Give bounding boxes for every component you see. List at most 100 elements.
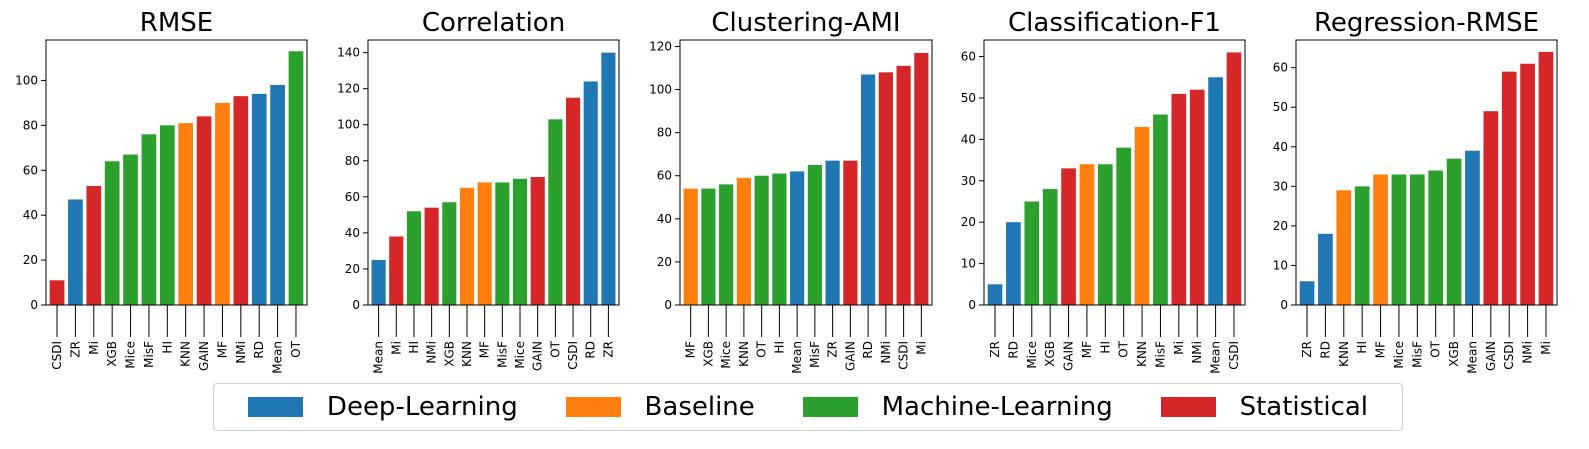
bar-ot <box>288 51 304 305</box>
x-tick-label: NMi <box>425 341 439 364</box>
x-tick-label: ZR <box>601 341 615 358</box>
bar-knn <box>178 123 194 305</box>
bar-gain <box>843 160 858 305</box>
x-tick-label: OT <box>548 340 562 357</box>
y-tick-label: 20 <box>657 255 672 269</box>
y-tick-label: 10 <box>1273 258 1288 272</box>
x-tick-label: HI <box>1098 341 1112 354</box>
y-tick-label: 0 <box>664 298 672 312</box>
x-tick-label: Mi <box>87 341 101 355</box>
x-tick-label: KNN <box>179 341 193 367</box>
bar-mean <box>270 84 285 305</box>
y-tick-label: 20 <box>961 215 976 229</box>
y-tick-label: 80 <box>657 126 672 140</box>
x-tick-label: Mice <box>719 341 733 369</box>
bar-gain <box>1061 168 1076 305</box>
y-tick-label: 30 <box>961 174 976 188</box>
y-tick-label: 20 <box>345 262 360 276</box>
chart-panel-rmse: RMSE CSDI ZR Mi XGB Mice MisF HI KNN GAIN MF NMi RD M… <box>15 8 308 374</box>
x-tick-label: HI <box>160 341 174 354</box>
bar-misf <box>141 134 157 305</box>
x-tick-label: Mean <box>790 341 804 374</box>
bar-rd <box>1006 222 1021 305</box>
x-tick-label: XGB <box>442 341 456 367</box>
x-tick-label: CSDI <box>566 341 580 370</box>
bar-rd <box>251 93 267 305</box>
x-tick-label: CSDI <box>1227 341 1241 370</box>
x-tick-label: GAIN <box>1062 341 1076 371</box>
y-tick-label: 120 <box>337 82 360 96</box>
chart-panel-clustering-ami: Clustering-AMI MF XGB Mice KNN OT HI Mean MisF ZR… <box>649 8 933 374</box>
x-tick-label: MisF <box>142 341 156 368</box>
x-tick-label: NMi <box>879 341 893 364</box>
x-tick-label: Mice <box>1392 341 1406 369</box>
bar-misf <box>1153 114 1168 305</box>
x-tick-label: MF <box>215 341 229 358</box>
legend-item-machine-learning: Machine-Learning <box>802 392 1113 422</box>
x-tick-label: KNN <box>460 341 474 367</box>
y-tick-label: 80 <box>23 118 38 132</box>
bar-csdi <box>565 97 581 305</box>
chart-title: Correlation <box>422 8 565 38</box>
legend-swatch-statistical <box>1160 397 1216 417</box>
bar-hi <box>1354 186 1370 305</box>
bar-csdi <box>1226 52 1242 305</box>
bar-zr <box>1299 281 1315 305</box>
plot-frame <box>983 39 1246 306</box>
bar-mice <box>719 184 734 305</box>
y-tick-label: 60 <box>23 163 38 177</box>
y-tick-label: 100 <box>337 118 360 132</box>
x-tick-label: MF <box>1374 341 1388 358</box>
y-tick-label: 50 <box>1273 100 1288 114</box>
bar-zr <box>825 160 840 305</box>
bar-mf <box>215 102 230 306</box>
x-tick-label: NMi <box>234 341 248 364</box>
x-tick-label: GAIN <box>843 341 857 371</box>
x-tick-label: KNN <box>737 341 751 367</box>
bar-rd <box>583 81 598 305</box>
y-tick-label: 60 <box>657 169 672 183</box>
chart-title: RMSE <box>140 8 213 38</box>
bar-mice <box>1391 174 1407 305</box>
plot-frame <box>1295 39 1558 306</box>
x-tick-label: RD <box>861 341 875 359</box>
y-tick-label: 60 <box>961 50 976 64</box>
legend-item-statistical: Statistical <box>1160 392 1369 422</box>
x-tick-label: ZR <box>68 341 82 358</box>
bar-mf <box>477 182 492 305</box>
bar-ot <box>1116 147 1132 305</box>
x-tick-label: GAIN <box>1484 341 1498 371</box>
bar-xgb <box>701 188 716 305</box>
plot-frame <box>45 39 308 306</box>
bar-hi <box>406 211 422 305</box>
x-tick-label: RD <box>1318 341 1332 359</box>
bar-nmi <box>1520 63 1535 306</box>
bar-xgb <box>104 161 120 305</box>
x-tick-label: Mean <box>1209 341 1223 374</box>
x-tick-label: MF <box>478 341 492 358</box>
x-tick-label: Mi <box>914 341 928 355</box>
x-tick-label: XGB <box>701 341 715 367</box>
x-tick-label: OT <box>289 340 303 357</box>
chart-panel-correlation: Correlation Mean Mi HI NMi XGB KNN MF MisF Mice GA… <box>337 8 620 374</box>
bar-hi <box>1097 164 1113 305</box>
legend-swatch-deep-learning <box>247 397 303 417</box>
bar-csdi <box>1501 71 1517 306</box>
legend-label-deep-learning: Deep-Learning <box>326 392 518 422</box>
x-tick-label: HI <box>1355 341 1369 354</box>
bar-mean <box>371 259 386 305</box>
legend-label-baseline: Baseline <box>644 392 755 422</box>
bar-nmi <box>1189 89 1205 305</box>
bar-mi <box>1538 51 1554 305</box>
plot-frame <box>679 39 933 306</box>
x-tick-label: CSDI <box>50 341 64 370</box>
x-tick-label: MisF <box>495 341 509 368</box>
legend-label-statistical: Statistical <box>1239 392 1369 422</box>
charts-figure: RMSE CSDI ZR Mi XGB Mice MisF HI KNN GAIN MF NMi RD M… <box>15 8 1558 374</box>
legend-item-deep-learning: Deep-Learning <box>247 392 518 422</box>
y-tick-label: 140 <box>337 46 360 60</box>
x-tick-label: OT <box>1429 340 1443 357</box>
x-tick-label: OT <box>755 340 769 357</box>
bar-gain <box>1483 111 1499 305</box>
bar-misf <box>807 164 822 305</box>
